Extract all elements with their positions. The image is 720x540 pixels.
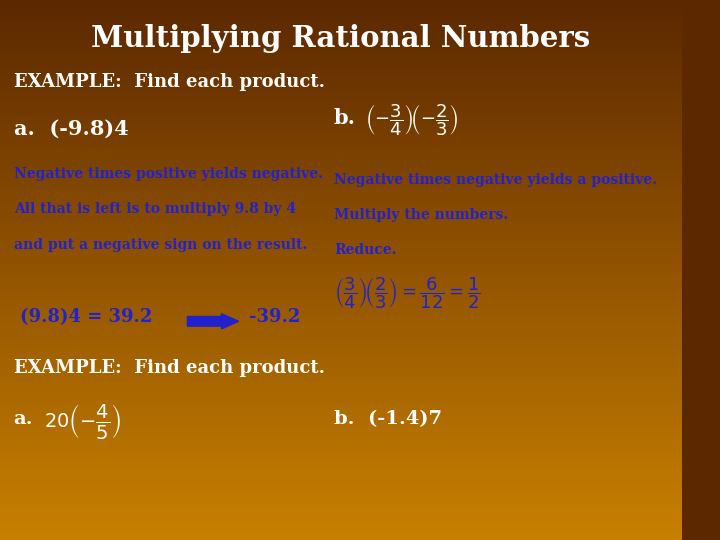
Text: Negative times positive yields negative.: Negative times positive yields negative. [14, 167, 323, 181]
Text: -39.2: -39.2 [249, 308, 300, 326]
Text: EXAMPLE:  Find each product.: EXAMPLE: Find each product. [14, 73, 325, 91]
Text: b.  (-1.4)7: b. (-1.4)7 [334, 410, 442, 428]
Text: $\left(-\dfrac{3}{4}\right)\!\left(-\dfrac{2}{3}\right)$: $\left(-\dfrac{3}{4}\right)\!\left(-\dfr… [364, 103, 459, 138]
Text: Reduce.: Reduce. [334, 243, 397, 257]
Text: $20\left(-\dfrac{4}{5}\right)$: $20\left(-\dfrac{4}{5}\right)$ [45, 402, 122, 441]
Text: EXAMPLE:  Find each product.: EXAMPLE: Find each product. [14, 359, 325, 377]
Text: Negative times negative yields a positive.: Negative times negative yields a positiv… [334, 173, 657, 187]
Text: and put a negative sign on the result.: and put a negative sign on the result. [14, 238, 307, 252]
Text: a.: a. [14, 410, 33, 428]
Text: Multiplying Rational Numbers: Multiplying Rational Numbers [91, 24, 590, 53]
Text: All that is left is to multiply 9.8 by 4: All that is left is to multiply 9.8 by 4 [14, 202, 296, 217]
Text: $\left(\dfrac{3}{4}\right)\!\left(\dfrac{2}{3}\right)=\dfrac{6}{12}=\dfrac{1}{2}: $\left(\dfrac{3}{4}\right)\!\left(\dfrac… [334, 275, 480, 311]
Text: (9.8)4 = 39.2: (9.8)4 = 39.2 [20, 308, 153, 326]
Text: Multiply the numbers.: Multiply the numbers. [334, 208, 508, 222]
Text: a.  (-9.8)4: a. (-9.8)4 [14, 119, 128, 139]
FancyArrow shape [187, 314, 238, 329]
Text: b.: b. [334, 108, 356, 128]
